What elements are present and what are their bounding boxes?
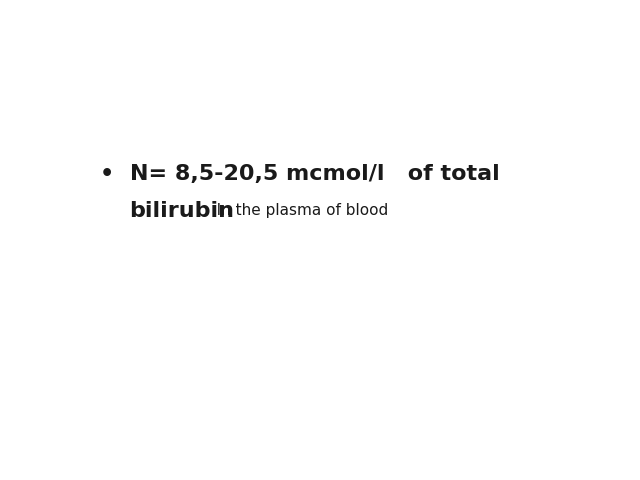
Text: •: • <box>100 164 115 184</box>
Text: In the plasma of blood: In the plasma of blood <box>202 204 388 218</box>
Text: N= 8,5-20,5 mcmol/l   of total: N= 8,5-20,5 mcmol/l of total <box>129 164 499 184</box>
Text: bilirubin: bilirubin <box>129 201 235 221</box>
